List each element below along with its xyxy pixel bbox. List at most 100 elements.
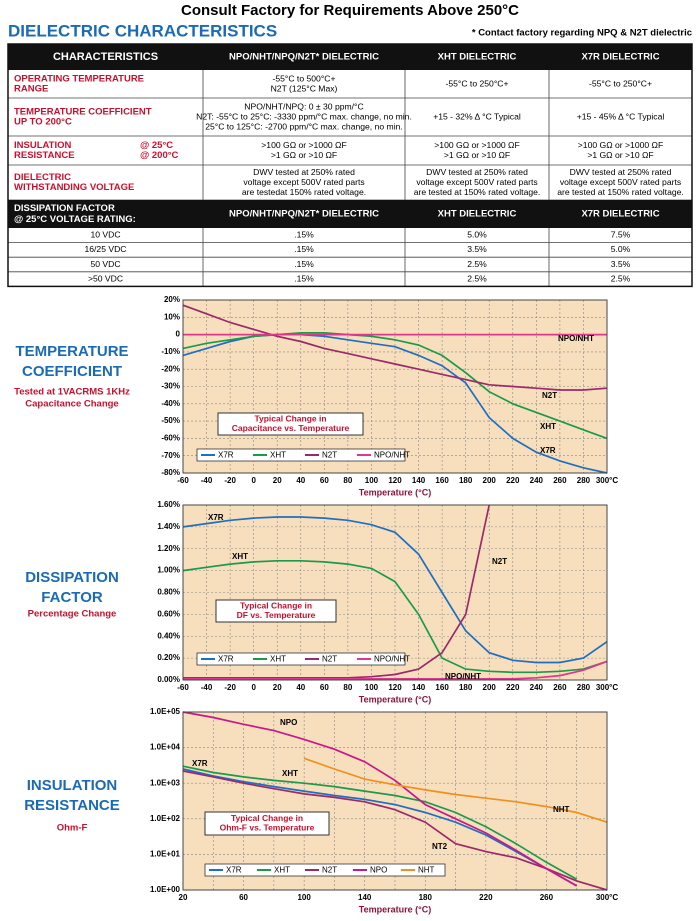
cell: >100 GΩ or >1000 ΩF <box>578 140 663 150</box>
x-tick-label: -20 <box>224 683 236 692</box>
x-axis-label: Temperature (°C) <box>359 904 431 914</box>
cell: -55°C to 500°C+ <box>272 73 335 83</box>
x-tick-label: 180 <box>459 476 473 485</box>
x-tick-label: 220 <box>506 476 520 485</box>
series-line <box>182 516 608 664</box>
column-header: XHT DIELECTRIC <box>438 209 517 220</box>
x-tick-label: -60 <box>177 683 189 692</box>
curve-label: XHT <box>282 769 298 778</box>
side-title: RESISTANCE <box>24 797 120 814</box>
side-title: COEFFICIENT <box>22 363 122 380</box>
cell: +15 - 45% Δ °C Typical <box>577 111 665 121</box>
plot-frame <box>182 711 608 891</box>
y-tick-label: -10% <box>161 347 180 356</box>
x-tick-label: -40 <box>201 683 213 692</box>
legend-label: XHT <box>270 451 286 460</box>
cell: are tested at 150% rated voltage. <box>557 187 684 197</box>
cell: 25°C to 125°C: -2700 ppm/°C max. change,… <box>205 121 403 131</box>
y-tick-label: 1.20% <box>157 544 180 553</box>
x-tick-label: 260 <box>553 683 567 692</box>
x-tick-label: 160 <box>435 476 449 485</box>
x-tick-label: 0 <box>251 683 256 692</box>
y-tick-label: 1.40% <box>157 522 180 531</box>
cell: >1 GΩ or >10 ΩF <box>271 150 337 160</box>
side-title: DISSIPATION <box>25 569 119 586</box>
x-tick-label: 300°C <box>596 476 619 485</box>
legend-label: N2T <box>322 451 337 460</box>
cell: +15 - 32% Δ °C Typical <box>433 111 521 121</box>
cell: >1 GΩ or >10 ΩF <box>444 150 510 160</box>
series-line <box>182 770 608 891</box>
row-label: @ 200°C <box>140 150 179 161</box>
cell: NPO/NHT/NPQ: 0 ± 30 ppm/°C <box>244 101 363 111</box>
column-header: X7R DIELECTRIC <box>581 52 659 63</box>
cell: voltage except 500V rated parts <box>243 177 364 187</box>
legend-label: NPO <box>370 866 387 875</box>
row-label: @ 25°C <box>140 140 173 151</box>
x-tick-label: 200 <box>483 476 497 485</box>
curve-label: NPO <box>280 718 297 727</box>
x-tick-label: 160 <box>435 683 449 692</box>
cell: 3.5% <box>611 259 631 269</box>
x-tick-label: 140 <box>412 683 426 692</box>
series-line <box>303 757 608 824</box>
legend-label: NPO/NHT <box>374 655 410 664</box>
x-tick-label: 100 <box>365 476 379 485</box>
legend-label: NPO/NHT <box>374 451 410 460</box>
chart-title: DF vs. Temperature <box>237 610 316 620</box>
curve-label: N2T <box>492 557 507 566</box>
y-tick-label: 0.40% <box>157 631 180 640</box>
x-axis-label: Temperature (°C) <box>359 694 431 704</box>
cell: N2T: -55°C to 25°C: -3330 ppm/°C max. ch… <box>196 111 412 121</box>
x-tick-label: 100 <box>365 683 379 692</box>
x-tick-label: 260 <box>540 893 554 902</box>
table-header-bg <box>8 44 692 70</box>
chart-title: Typical Change in <box>254 414 326 424</box>
cell: DWV tested at 250% rated <box>570 167 672 177</box>
y-tick-label: 1.0E+02 <box>150 814 181 823</box>
column-header: NPO/NHT/NPQ/N2T* DIELECTRIC <box>229 52 379 63</box>
x-tick-label: 180 <box>419 893 433 902</box>
plot-frame <box>182 299 608 474</box>
x-tick-label: 280 <box>577 683 591 692</box>
cell: .15% <box>294 230 314 240</box>
x-tick-label: 240 <box>530 476 544 485</box>
y-tick-label: 1.0E+04 <box>150 743 181 752</box>
table-border <box>7 43 693 288</box>
x-tick-label: 300°C <box>596 683 619 692</box>
side-subtitle: Capacitance Change <box>25 399 118 410</box>
curve-label: N2T <box>542 391 557 400</box>
chart-title: Typical Change in <box>240 601 312 611</box>
x-tick-label: 120 <box>388 476 402 485</box>
legend-label: X7R <box>218 451 234 460</box>
legend-label: X7R <box>218 655 234 664</box>
x-tick-label: 140 <box>358 893 372 902</box>
series-line <box>183 660 608 680</box>
column-header: NPO/NHT/NPQ/N2T* DIELECTRIC <box>229 209 379 220</box>
y-tick-label: -40% <box>161 399 180 408</box>
row-label: RANGE <box>14 84 48 95</box>
cell: .15% <box>294 273 314 283</box>
x-tick-label: 0 <box>251 476 256 485</box>
x-tick-label: 140 <box>412 476 426 485</box>
x-tick-label: 180 <box>459 683 473 692</box>
y-tick-label: -50% <box>161 416 180 425</box>
plot-frame <box>182 504 608 681</box>
series-line <box>182 768 578 887</box>
y-tick-label: -60% <box>161 434 180 443</box>
cell: >50 VDC <box>88 273 123 283</box>
y-tick-label: 1.00% <box>157 566 180 575</box>
title-box <box>215 599 337 623</box>
cell: 7.5% <box>611 230 631 240</box>
side-title: INSULATION <box>27 777 118 794</box>
y-tick-label: 1.0E+03 <box>150 778 181 787</box>
curve-label: NT2 <box>432 842 448 851</box>
y-tick-label: -70% <box>161 451 180 460</box>
row-label: OPERATING TEMPERATURE <box>14 74 144 85</box>
chart-title: Typical Change in <box>231 813 303 823</box>
y-tick-label: 1.0E+01 <box>150 850 181 859</box>
y-tick-label: -80% <box>161 468 180 477</box>
cell: voltage except 500V rated parts <box>560 177 681 187</box>
cell: N2T (125°C Max) <box>271 83 338 93</box>
x-tick-label: -40 <box>201 476 213 485</box>
